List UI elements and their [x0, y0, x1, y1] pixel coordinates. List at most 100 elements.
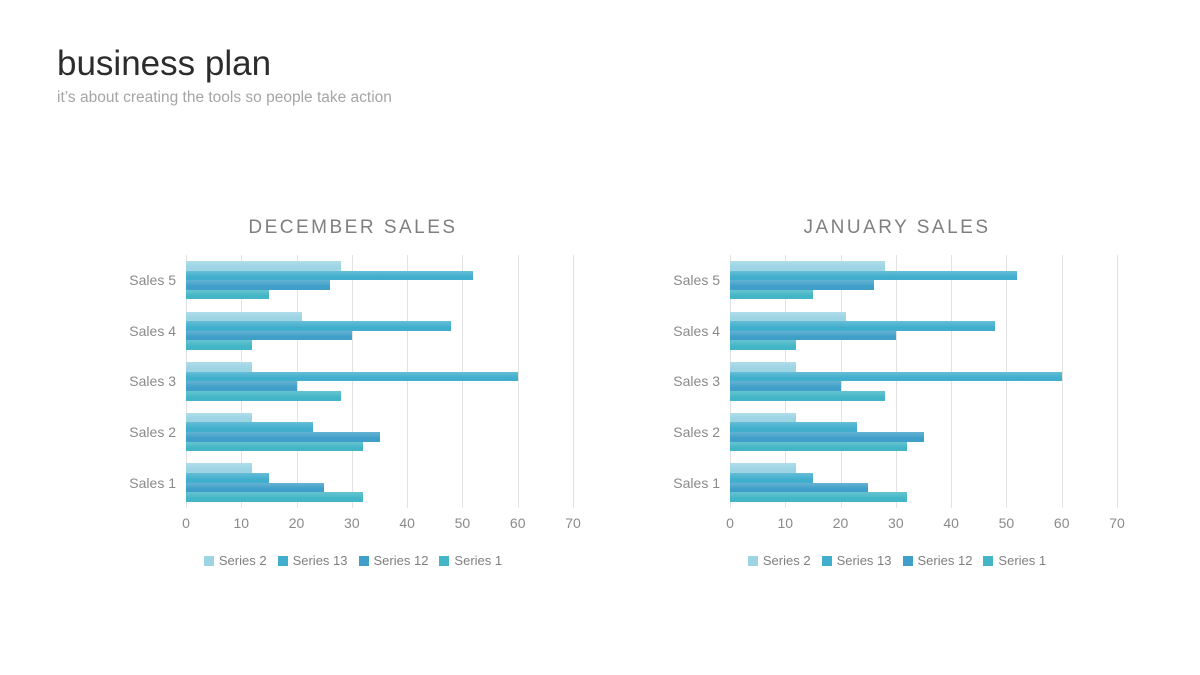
bar-series-13: [186, 321, 452, 331]
category-label: Sales 3: [129, 373, 176, 390]
legend-label: Series 2: [762, 553, 811, 568]
page-title: business plan: [57, 44, 272, 83]
bar-group-sales-3: [730, 356, 1117, 407]
legend-item-series-1: Series 1: [983, 553, 1046, 568]
chart-legend: Series 2 Series 13 Series 12 Series 1: [664, 553, 1130, 568]
legend-swatch: [747, 555, 758, 566]
bar-series-1: [730, 340, 797, 351]
bar-series-2: [730, 362, 797, 372]
chart-legend: Series 2 Series 13 Series 12 Series 1: [120, 553, 586, 568]
bar-group-sales-1: [186, 457, 573, 508]
axis-tick-label: 0: [726, 515, 734, 531]
legend-swatch: [358, 555, 369, 566]
bar-series-1: [730, 441, 907, 452]
legend-item-series-2: Series 2: [203, 553, 267, 568]
gridline: [1061, 255, 1063, 508]
legend-item-series-13: Series 13: [821, 553, 892, 568]
bar-series-12: [730, 280, 874, 290]
bar-series-12: [186, 432, 380, 442]
bar-group-sales-2: [730, 407, 1117, 458]
axis-tick-label: 60: [1053, 515, 1070, 531]
axis-tick-label: 10: [777, 515, 794, 531]
axis-tick-label: 30: [344, 515, 360, 531]
gridline: [1117, 255, 1118, 508]
value-axis: 0 10 20 30 40 50 60 70: [182, 515, 581, 532]
bar-series-12: [730, 482, 869, 493]
bar-series-13: [186, 422, 314, 433]
slide-header: business plan it’s about creating the to…: [57, 44, 392, 107]
axis-tick-label: 40: [399, 515, 415, 531]
bar-series-1: [730, 289, 813, 300]
gridline: [951, 255, 953, 508]
page-subtitle: it’s about creating the tools so people …: [57, 89, 392, 107]
chart-title: DECEMBER SALES: [248, 217, 458, 238]
category-label: Sales 3: [673, 373, 720, 390]
legend-swatch: [439, 555, 450, 566]
category-label: Sales 4: [129, 322, 176, 339]
axis-tick-label: 0: [182, 515, 190, 531]
bar-group-sales-5: [730, 255, 1117, 306]
gridline: [1006, 255, 1008, 508]
bar-group-sales-2: [186, 407, 573, 458]
legend-item-series-12: Series 12: [902, 553, 972, 568]
bar-group-sales-4: [730, 306, 1117, 357]
axis-tick-label: 60: [509, 515, 526, 531]
bar-series-2: [186, 463, 253, 474]
category-label: Sales 1: [129, 474, 176, 491]
bar-series-2: [186, 311, 303, 322]
axis-tick-label: 10: [233, 515, 250, 531]
category-axis: Sales 5 Sales 4 Sales 3 Sales 2 Sales 1: [664, 255, 730, 508]
category-label: Sales 2: [129, 424, 176, 441]
bar-series-2: [186, 261, 341, 271]
bar-series-2: [730, 311, 847, 322]
bar-series-12: [186, 381, 297, 392]
legend-label: Series 13: [292, 553, 348, 568]
bar-series-13: [730, 473, 813, 483]
gridline: [407, 255, 409, 508]
bar-series-1: [186, 289, 269, 300]
gridline: [296, 255, 298, 508]
axis-tick-label: 40: [943, 515, 959, 531]
bar-group-sales-1: [730, 457, 1117, 508]
bar-series-12: [730, 330, 896, 341]
category-label: Sales 4: [673, 322, 720, 339]
legend-label: Series 1: [998, 553, 1047, 568]
bar-series-13: [730, 270, 1018, 281]
gridline: [351, 255, 353, 508]
bar-groups: [730, 255, 1117, 508]
bar-series-12: [730, 381, 841, 392]
legend-swatch: [902, 555, 913, 566]
legend-label: Series 13: [836, 553, 892, 568]
value-axis: 0 10 20 30 40 50 60 70: [726, 515, 1125, 532]
axis-tick-label: 70: [1109, 515, 1125, 531]
gridline: [462, 255, 464, 508]
bar-series-13: [186, 371, 518, 382]
axis-tick-label: 20: [288, 515, 305, 531]
bar-groups: [186, 255, 573, 508]
bar-series-13: [186, 473, 269, 483]
bar-series-1: [730, 492, 907, 502]
plot-area: [730, 255, 1118, 508]
axis-tick-label: 50: [998, 515, 1015, 531]
bar-series-12: [186, 482, 325, 493]
legend-label: Series 12: [373, 553, 429, 568]
gridline: [517, 255, 519, 508]
axis-tick-label: 30: [888, 515, 904, 531]
bar-group-sales-5: [186, 255, 573, 306]
category-axis: Sales 5 Sales 4 Sales 3 Sales 2 Sales 1: [120, 255, 186, 508]
gridline: [895, 255, 897, 508]
legend-item-series-12: Series 12: [358, 553, 429, 568]
bar-series-2: [186, 412, 253, 423]
bar-series-1: [186, 492, 363, 502]
axis-tick-label: 50: [454, 515, 471, 531]
gridline: [573, 255, 574, 508]
bar-series-12: [186, 280, 330, 290]
bar-series-2: [730, 412, 797, 423]
category-label: Sales 5: [129, 272, 176, 289]
chart-title: JANUARY SALES: [803, 217, 991, 238]
legend-swatch: [277, 555, 288, 566]
category-label: Sales 1: [673, 474, 720, 491]
legend-swatch: [203, 555, 214, 566]
bar-series-13: [730, 321, 996, 331]
